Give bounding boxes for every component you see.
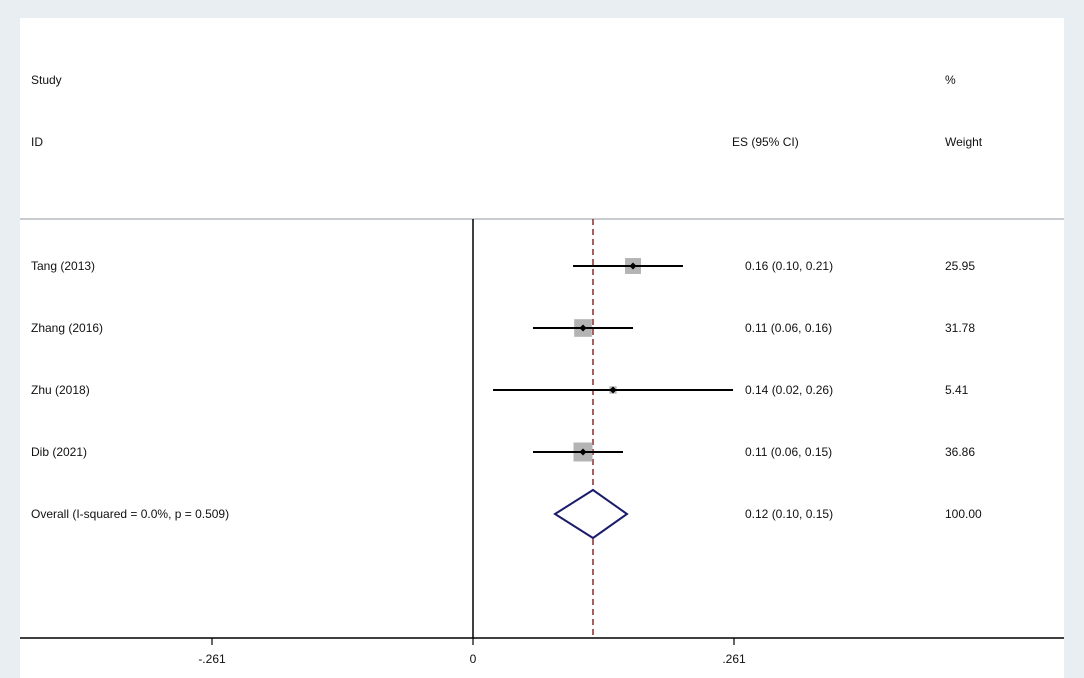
overall-weight-text: 100.00 — [945, 507, 982, 521]
study-label: Zhu (2018) — [31, 383, 90, 397]
forest-plot-panel: Study ID ES (95% CI) % Weight Tang (2013… — [20, 18, 1064, 678]
header-es: ES (95% CI) — [732, 135, 799, 149]
study-es-text: 0.11 (0.06, 0.15) — [745, 445, 832, 459]
study-es-text: 0.16 (0.10, 0.21) — [745, 259, 833, 273]
study-weight-text: 25.95 — [945, 259, 975, 273]
study-label: Zhang (2016) — [31, 321, 103, 335]
forest-plot: Study ID ES (95% CI) % Weight Tang (2013… — [20, 73, 1064, 666]
study-point-estimate — [609, 386, 617, 394]
study-point-estimate — [579, 324, 587, 332]
overall-es-text: 0.12 (0.10, 0.15) — [745, 507, 833, 521]
forest-marks: Tang (2013) 0.16 (0.10, 0.21) 25.95 Zhang (… — [31, 219, 975, 666]
header-id: ID — [31, 135, 43, 149]
study-label: Tang (2013) — [31, 259, 95, 273]
x-tick-label: .261 — [722, 652, 746, 666]
header-study: Study — [31, 73, 62, 87]
study-es-text: 0.11 (0.06, 0.16) — [745, 321, 832, 335]
overall-label: Overall (I-squared = 0.0%, p = 0.509) — [31, 507, 229, 521]
study-point-estimate — [629, 262, 637, 270]
header-percent: % — [945, 73, 956, 87]
overall-diamond — [553, 488, 629, 540]
study-weight-text: 31.78 — [945, 321, 975, 335]
study-weight-text: 5.41 — [945, 383, 969, 397]
study-point-estimate — [579, 448, 587, 456]
header-weight: Weight — [945, 135, 983, 149]
x-tick-label: 0 — [470, 652, 477, 666]
x-tick-label: -.261 — [198, 652, 226, 666]
study-label: Dib (2021) — [31, 445, 87, 459]
study-es-text: 0.14 (0.02, 0.26) — [745, 383, 833, 397]
study-weight-text: 36.86 — [945, 445, 975, 459]
